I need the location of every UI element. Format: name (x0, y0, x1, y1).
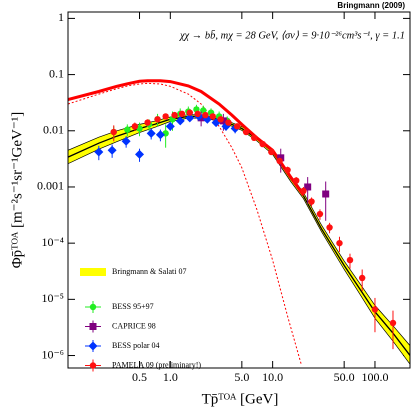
x-tick-label: 10.0 (262, 370, 283, 384)
legend-marker (88, 341, 98, 351)
marker (154, 116, 161, 123)
marker (358, 274, 366, 282)
marker (371, 306, 379, 313)
marker (121, 136, 131, 146)
marker (175, 116, 185, 126)
marker (185, 113, 195, 123)
marker (277, 154, 285, 162)
y-tick-label: 1 (58, 10, 64, 24)
marker (284, 166, 291, 174)
annotation: χχ → bb̄, mχ = 28 GeV, ⟨σv⟩ = 9·10⁻²⁶cm³… (179, 29, 405, 41)
y-tick-label: 0.001 (37, 179, 64, 193)
marker (326, 224, 333, 231)
marker (259, 140, 266, 148)
y-axis-label: Φp̄ᵀᴼᴬ [m⁻²s⁻¹sr⁻¹GeV⁻¹] (9, 112, 25, 269)
x-axis-label: Tp̄ᵀᴼᴬ [GeV] (202, 391, 279, 407)
marker (162, 113, 169, 120)
marker (293, 177, 300, 184)
marker (389, 319, 397, 327)
marker (250, 134, 258, 141)
marker (276, 157, 283, 165)
marker (94, 147, 104, 157)
marker (124, 126, 131, 133)
marker (135, 149, 145, 159)
marker (131, 123, 139, 130)
legend-marker (89, 323, 97, 330)
marker (242, 128, 250, 136)
credit: Bringmann (2009) (337, 1, 405, 10)
y-tick-label: 0.1 (49, 66, 64, 80)
plot-area (68, 79, 410, 365)
marker (217, 116, 224, 123)
legend-marker (89, 303, 97, 311)
curve (68, 82, 302, 365)
x-tick-label: 1.0 (163, 370, 178, 384)
legend-swatch (80, 268, 106, 276)
legend-label: CAPRICE 98 (112, 321, 156, 330)
y-tick-label: 0.01 (43, 123, 64, 137)
marker (225, 119, 232, 126)
marker (165, 121, 175, 131)
legend-marker (89, 362, 97, 369)
marker (316, 210, 324, 218)
marker (268, 148, 275, 156)
marker (336, 239, 343, 247)
y-tick-label: 10⁻⁴ (41, 235, 64, 249)
y-tick-label: 10⁻⁶ (41, 347, 64, 361)
marker (107, 145, 117, 155)
marker (300, 187, 307, 195)
legend-label: BESS polar 04 (112, 341, 160, 350)
legend-label: PAMELA 09 (preliminary!) (112, 360, 201, 369)
marker (171, 111, 178, 119)
marker (144, 119, 151, 126)
marker (110, 128, 117, 136)
band-edge (68, 117, 410, 365)
x-tick-label: 100.0 (361, 370, 388, 384)
marker (322, 190, 330, 198)
marker (146, 128, 156, 138)
legend-label: BESS 95+97 (112, 302, 154, 311)
marker (304, 183, 312, 191)
x-tick-label: 50.0 (334, 370, 355, 384)
marker (202, 111, 209, 119)
marker (308, 198, 315, 205)
y-tick-label: 10⁻⁵ (41, 291, 64, 305)
marker (209, 113, 216, 120)
legend-label: Bringmann & Salati 07 (112, 267, 186, 276)
marker (155, 130, 165, 140)
marker (233, 123, 241, 130)
band (68, 114, 410, 365)
marker (194, 110, 201, 118)
x-tick-label: 5.0 (234, 370, 249, 384)
marker (178, 110, 186, 118)
x-tick-label: 0.5 (132, 370, 147, 384)
plot-frame (67, 11, 411, 369)
marker (346, 256, 354, 264)
marker (186, 109, 193, 116)
